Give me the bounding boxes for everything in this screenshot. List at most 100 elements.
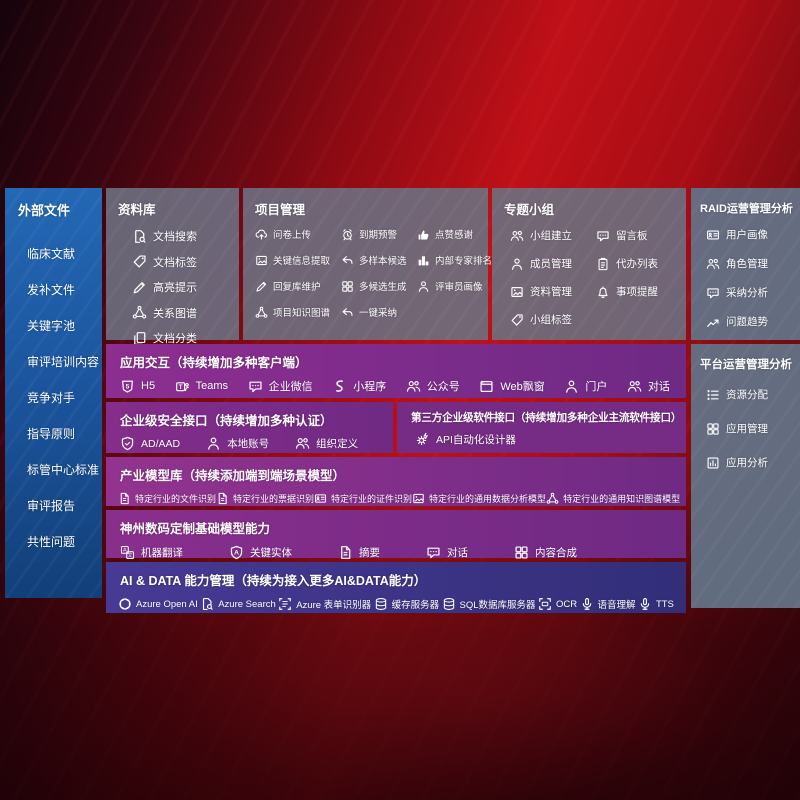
section-title: 神州数码定制基础模型能力 (120, 522, 271, 536)
feature-item: 事项提醒 (596, 284, 682, 299)
panel-title: 平台运营管理分析 (700, 359, 792, 371)
bell-icon (596, 285, 610, 299)
feature-item: 文档分类 (132, 330, 239, 346)
feature-item: 缓存服务器 (374, 597, 439, 611)
sidebar-item: 审评培训内容 (27, 355, 100, 369)
platform-analysis-panel: 平台运营管理分析 资源分配 应用管理 应用分析 (691, 344, 800, 608)
external-files-list: 临床文献 发补文件 关键字池 审评培训内容 竞争对手 指导原则 标管中心标准 审评报告 共性问题 (5, 219, 102, 550)
sidebar-item: 发补文件 (27, 283, 76, 297)
ai-data-capability-row: AI & DATA 能力管理（持续为接入更多AI&DATA能力） Azure O… (106, 562, 686, 613)
security-items: AD/AAD 本地账号 组织定义 (106, 429, 393, 451)
feature-item: 小组标签 (510, 312, 596, 327)
mini-program-icon (332, 379, 347, 394)
speech-icon (580, 597, 594, 611)
bbs-icon (596, 229, 610, 243)
archive-icon (510, 285, 524, 299)
thirdparty-interface-row: 第三方企业级软件接口（持续增加多种企业主流软件接口） API自动化设计器 (397, 402, 686, 453)
feature-item: 高亮提示 (132, 279, 239, 295)
feature-item: 代办列表 (596, 256, 682, 271)
web-window-icon (479, 379, 494, 394)
feature-item: 关系图谱 (132, 305, 239, 321)
api-gear-icon (415, 432, 430, 447)
podium-icon (417, 254, 430, 267)
feature-item: 多样本候选 (341, 253, 417, 267)
teams-icon (175, 379, 190, 394)
feature-item: 特定行业的证件识别 (314, 492, 412, 505)
sidebar-item: 关键字池 (27, 319, 76, 333)
sidebar-item: 审评报告 (27, 499, 76, 513)
feature-item: 公众号 (406, 378, 460, 394)
feature-item: 机器翻译 (120, 545, 183, 560)
feature-item: 内容合成 (514, 545, 577, 560)
feature-item: AD/AAD (120, 436, 180, 451)
feature-item: 本地账号 (206, 436, 269, 451)
feature-item: 评审员画像 (417, 279, 492, 293)
panel-title: 资料库 (118, 203, 156, 217)
feature-item: 多候选生成 (341, 279, 417, 293)
openai-icon (118, 597, 132, 611)
doc-icon (118, 492, 131, 505)
section-title: 企业级安全接口（持续增加多种认证） (120, 414, 333, 428)
feature-item: 到期预警 (341, 227, 417, 241)
sidebar-item: 指导原则 (27, 427, 76, 441)
person-add-icon (510, 257, 524, 271)
panel-title: 项目管理 (255, 203, 306, 217)
feature-item: 回复库维护 (255, 279, 341, 293)
reply-icon (341, 306, 354, 319)
feature-item: 成员管理 (510, 256, 596, 271)
section-title: 产业模型库（持续添加端到端场景模型） (120, 469, 346, 483)
thumbs-up-icon (417, 228, 430, 241)
feature-item: 关键实体 (229, 545, 292, 560)
people-icon (706, 257, 720, 271)
model-items: 特定行业的文件识别 特定行业的票据识别 特定行业的证件识别 特定行业的通用数据分析模型… (106, 484, 686, 505)
person-icon (417, 280, 430, 293)
feature-item: 资源分配 (706, 387, 800, 402)
h5-icon (120, 379, 135, 394)
feature-item: 问卷上传 (255, 227, 341, 241)
image-icon (255, 254, 268, 267)
sidebar-item: 共性问题 (27, 535, 76, 549)
trend-icon (706, 315, 720, 329)
enterprise-security-row: 企业级安全接口（持续增加多种认证） AD/AAD 本地账号 组织定义 (106, 402, 393, 453)
thirdparty-items: API自动化设计器 (397, 425, 686, 447)
pen-icon (132, 280, 147, 295)
feature-item: 用户画像 (706, 227, 800, 242)
grid-icon (706, 422, 720, 436)
alarm-icon (341, 228, 354, 241)
feature-item: Web飘窗 (479, 378, 545, 394)
azure-ad-icon (120, 436, 135, 451)
receipt-icon (216, 492, 229, 505)
feature-item: 应用管理 (706, 421, 800, 436)
app-interaction-row: 应用交互（持续增加多种客户端） H5 Teams 企业微信 小程序 公众号 Web飘窗 门户… (106, 344, 686, 398)
platform-items: 资源分配 应用管理 应用分析 (691, 372, 800, 470)
feature-item: 角色管理 (706, 256, 800, 271)
feature-item: 留言板 (596, 228, 682, 243)
panel-title: 外部文件 (18, 203, 71, 218)
dialog-bubble-icon (426, 545, 441, 560)
project-items: 问卷上传 到期预警 点赞感谢 关键信息提取 多样本候选 内部专家排名 回复库维护 多候选生成评… (243, 218, 492, 319)
raid-items: 用户画像 角色管理 采纳分析 问题趋势 (691, 216, 800, 329)
local-account-icon (206, 436, 221, 451)
feature-item: 特定行业的通用数据分析模型 (412, 492, 546, 505)
ocr-icon (538, 597, 552, 611)
feature-item: 采纳分析 (706, 285, 800, 300)
feature-item: 对话 (627, 378, 670, 394)
dialog-icon (627, 379, 642, 394)
section-title: 应用交互（持续增加多种客户端） (120, 356, 308, 370)
cloud-upload-icon (255, 228, 268, 241)
feature-item: H5 (120, 379, 155, 394)
network-icon (255, 306, 268, 319)
chat-double-icon (706, 286, 720, 300)
clipboard-icon (596, 257, 610, 271)
feature-item: Azure Open AI (118, 597, 198, 611)
wechat-work-icon (248, 379, 263, 394)
feature-item: Teams (175, 379, 228, 394)
panel-title: RAID运营管理分析 (700, 203, 793, 215)
feature-item: 特定行业的文件识别 (118, 492, 216, 505)
cache-server-icon (374, 597, 388, 611)
sidebar-item: 标管中心标准 (27, 463, 100, 477)
external-files-panel: 外部文件 临床文献 发补文件 关键字池 审评培训内容 竞争对手 指导原则 标管中心标准 审评报… (5, 188, 102, 598)
feature-item: 关键信息提取 (255, 253, 341, 267)
feature-item: SQL数据库服务器 (442, 597, 536, 611)
base-model-items: 机器翻译 关键实体 摘要 对话 内容合成 (106, 537, 686, 560)
